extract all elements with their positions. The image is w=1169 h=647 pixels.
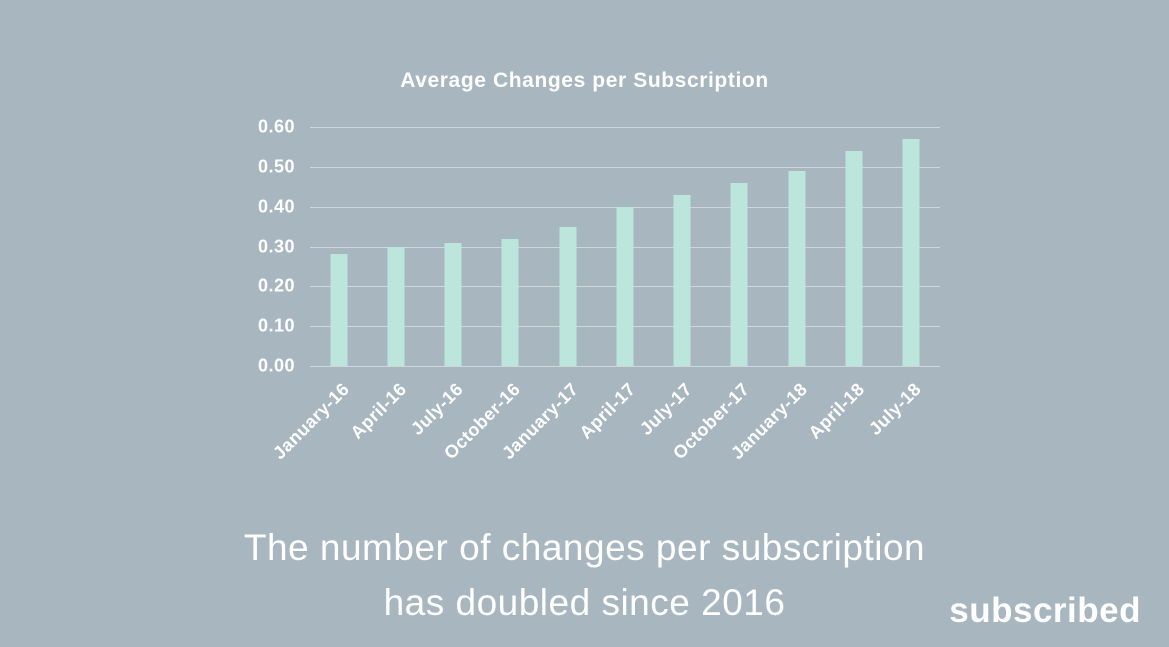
bar — [501, 238, 519, 366]
y-axis-tick-label: 0.30 — [257, 236, 295, 256]
bar — [559, 226, 577, 366]
bar-chart: 0.60 0.50 0.40 0.30 0.20 0.10 0.00 January-16 A… — [240, 117, 940, 463]
bar — [788, 170, 806, 366]
bar — [902, 138, 920, 366]
y-axis-tick-label: 0.10 — [257, 315, 295, 336]
bars: January-16 April-16 July-16 October-16 Janua… — [269, 127, 940, 463]
bar-slot: July-17 — [636, 127, 711, 439]
bar-slot: January-18 — [727, 127, 825, 463]
chart-title: Average Changes per Subscription — [400, 69, 769, 92]
plot-area: January-16 April-16 July-16 October-16 Janua… — [269, 127, 940, 463]
x-axis-tick-label: April-17 — [575, 379, 640, 443]
brand-logo: subscribed — [949, 591, 1141, 630]
gridline — [310, 127, 940, 128]
bar — [616, 206, 634, 366]
bar — [330, 254, 348, 366]
y-axis-tick-label: 0.40 — [257, 196, 295, 217]
y-axis-tick-label: 0.20 — [257, 275, 295, 296]
x-axis-tick-label: April-16 — [346, 379, 411, 443]
gridline — [310, 366, 940, 367]
y-axis-tick-label: 0.60 — [257, 116, 295, 137]
gridline — [310, 166, 940, 168]
bar — [387, 246, 405, 366]
caption-line-2: has doubled since 2016 — [383, 582, 786, 623]
y-axis: 0.60 0.50 0.40 0.30 0.20 0.10 0.00 — [240, 117, 295, 376]
bar-slot: October-16 — [440, 127, 539, 463]
bar — [673, 194, 691, 366]
bar-slot: January-16 — [269, 127, 367, 463]
caption-line-1: The number of changes per subscription — [243, 527, 926, 568]
bar-slot: April-17 — [575, 127, 653, 443]
bar-slot: October-17 — [669, 127, 768, 463]
x-axis-tick-label: January-16 — [268, 379, 353, 464]
bar-slot: July-16 — [407, 127, 482, 439]
caption: The number of changes per subscription h… — [0, 520, 1169, 630]
bar-slot: April-18 — [804, 127, 882, 443]
bar — [444, 242, 462, 366]
y-axis-tick-label: 0.50 — [257, 156, 295, 177]
x-axis-tick-label: July-18 — [865, 379, 926, 439]
x-axis-tick-label: April-18 — [804, 379, 869, 443]
bar-slot: July-18 — [865, 127, 940, 439]
bar — [845, 150, 863, 366]
y-axis-tick-label: 0.00 — [257, 355, 295, 376]
bar-slot: April-16 — [346, 127, 424, 443]
bar — [730, 182, 748, 366]
bar-slot: January-17 — [498, 127, 596, 463]
